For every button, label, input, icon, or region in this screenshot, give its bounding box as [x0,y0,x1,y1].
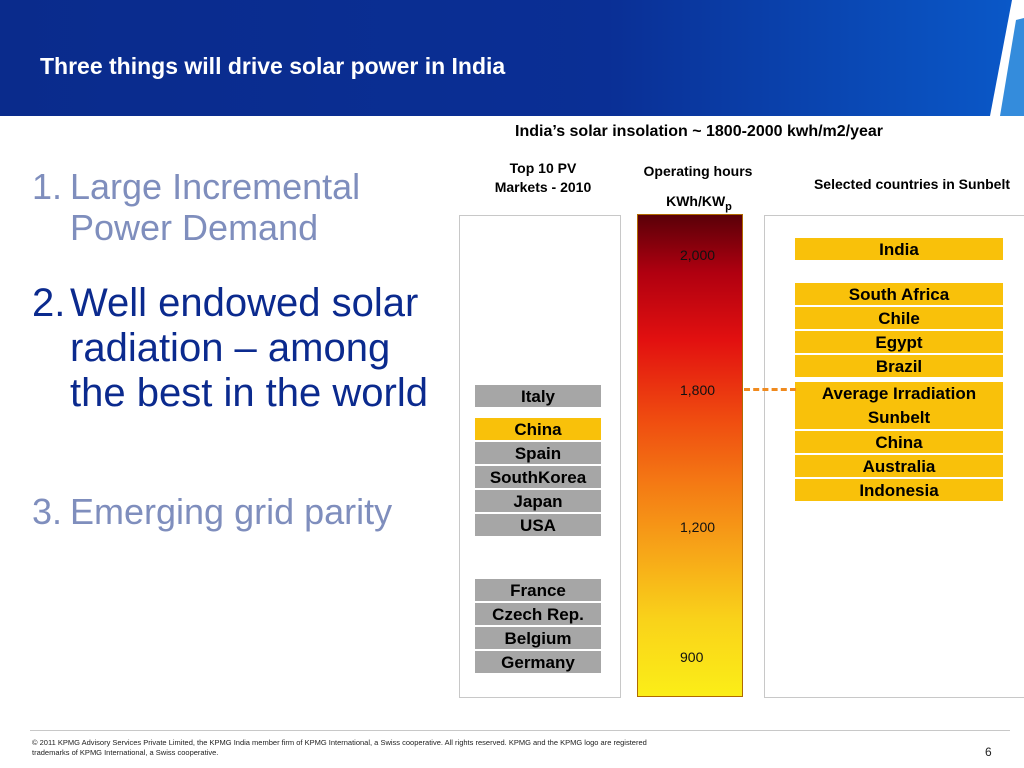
market-box: Czech Rep. [474,602,602,626]
market-box: China [474,417,602,441]
point-text: Emerging grid parity [70,491,393,532]
top10-heading: Top 10 PV Markets - 2010 [494,160,592,195]
market-box: Japan [474,489,602,513]
scale-label: 1,800 [680,382,716,398]
market-box: USA [474,513,602,537]
sunbelt-country-box: Egypt [794,330,1004,354]
point-text: Well endowed solar radiation – among the… [70,281,428,415]
market-box: Belgium [474,626,602,650]
page-title: Three things will drive solar power in I… [40,53,506,79]
header-banner: Three things will drive solar power in I… [0,0,1024,116]
header-background [0,0,1024,116]
kwh-unit-label: KWh/KWp [636,192,762,217]
market-box: Germany [474,650,602,674]
sunbelt-country-box: China [794,430,1004,454]
operating-hours-bar [637,214,743,697]
sunbelt-heading: Selected countries in Sunbelt [813,176,1011,192]
point-text: Large Incremental Power Demand [70,166,361,248]
sunbelt-country-box: Chile [794,306,1004,330]
sunbelt-country-box: South Africa [794,282,1004,306]
market-box: Italy [474,384,602,408]
scale-label: 900 [680,649,704,665]
market-box: SouthKorea [474,465,602,489]
average-connector-line [744,388,796,391]
operating-hours-heading: Operating hours [643,163,753,179]
insolation-note: India’s solar insolation ~ 1800-2000 kwh… [515,123,884,140]
footer-copyright: © 2011 KPMG Advisory Services Private Li… [32,738,647,757]
average-irradiation-box: Average Irradiation Sunbelt [794,381,1004,430]
footer-divider [30,730,1010,731]
sunbelt-country-box: Indonesia [794,478,1004,502]
point-number: 3. [32,491,63,532]
market-box: France [474,578,602,602]
scale-label: 1,200 [680,519,716,535]
sunbelt-country-box: Australia [794,454,1004,478]
page-number: 6 [985,745,992,759]
kwh-label: KWh/KW [666,193,726,209]
scale-label: 2,000 [680,247,716,263]
sunbelt-country-box: Brazil [794,354,1004,378]
point-number: 2. [32,281,66,325]
point-number: 1. [32,166,63,207]
market-box: Spain [474,441,602,465]
sunbelt-country-box: India [794,237,1004,261]
kwh-subscript: p [725,200,732,213]
